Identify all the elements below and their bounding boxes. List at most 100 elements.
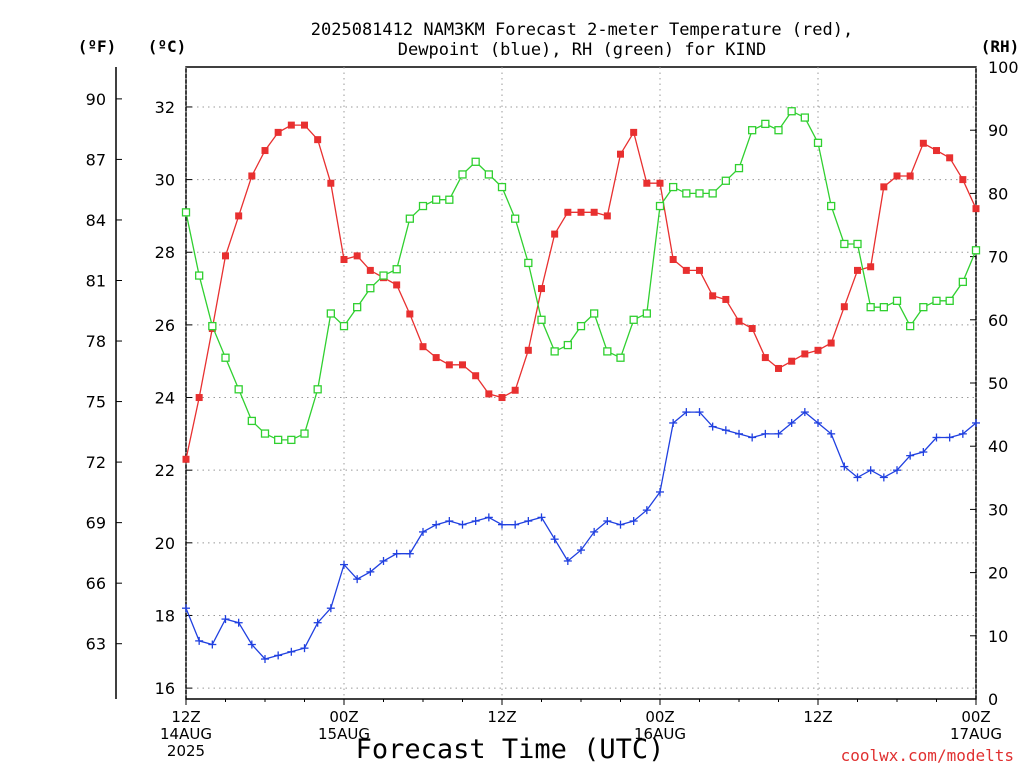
- x-tick-label: 00Z: [961, 708, 990, 726]
- temperature-point: [959, 176, 967, 184]
- dewpoint-point: [866, 466, 875, 475]
- temperature-point: [538, 285, 545, 293]
- dewpoint-point: [906, 451, 915, 460]
- x-tick-label: 00Z: [329, 708, 358, 726]
- dewpoint-point: [708, 422, 717, 431]
- rh-point: [734, 163, 744, 173]
- gridlines: [185, 67, 977, 699]
- dewpoint-point: [405, 549, 414, 558]
- temperature-point: [261, 147, 269, 155]
- x-tick-label: 12Z: [487, 708, 516, 726]
- rh-point: [879, 303, 888, 312]
- dewpoint-point: [972, 418, 980, 427]
- dewpoint-point: [261, 655, 269, 664]
- rh-point: [366, 284, 375, 293]
- temperature-point: [827, 339, 835, 347]
- dewpoint-point: [590, 527, 599, 536]
- rh-point: [181, 208, 191, 217]
- rh-point: [708, 189, 717, 198]
- temperature-point: [814, 346, 822, 354]
- rh-point: [313, 385, 322, 394]
- rh-axis-label: (RH): [981, 37, 1020, 56]
- rh-point: [563, 340, 572, 350]
- fahrenheit-tick-label: 72: [86, 453, 106, 472]
- x-tick-label: 16AUG: [634, 725, 686, 743]
- dewpoint-point: [524, 517, 533, 526]
- temperature-point: [353, 252, 361, 260]
- fahrenheit-tick-label: 90: [86, 90, 106, 109]
- dewpoint-point: [800, 408, 809, 417]
- fahrenheit-tick-label: 66: [86, 574, 106, 593]
- x-tick-label: 2025: [167, 742, 205, 760]
- credit-text: coolwx.com/modelts: [841, 746, 1014, 765]
- fahrenheit-tick-label: 87: [86, 150, 106, 169]
- rh-point: [590, 309, 599, 318]
- rh-tick-label: 100: [988, 58, 1019, 77]
- temperature-point: [946, 154, 954, 162]
- rh-point: [971, 246, 981, 255]
- rh-tick-label: 90: [988, 121, 1008, 140]
- rh-point: [813, 138, 823, 147]
- fahrenheit-tick-label: 69: [86, 514, 106, 533]
- temperature-point: [274, 128, 282, 136]
- temperature-point: [551, 230, 559, 238]
- fahrenheit-tick-label: 63: [86, 635, 106, 654]
- dewpoint-point: [761, 429, 770, 438]
- temperature-point: [617, 150, 624, 158]
- x-tick-label: 00Z: [645, 708, 674, 726]
- rh-point: [800, 113, 809, 122]
- dewpoint-point: [392, 549, 401, 558]
- celsius-tick-label: 30: [155, 171, 175, 190]
- rh-tick-label: 60: [988, 311, 1008, 330]
- rh-point: [471, 157, 480, 166]
- dewpoint-point: [247, 640, 256, 649]
- dewpoint-point: [853, 473, 862, 482]
- temperature-point: [880, 183, 888, 191]
- dewpoint-point: [313, 618, 322, 627]
- chart-title-line2: Dewpoint (blue), RH (green) for KIND: [398, 40, 766, 60]
- dewpoint-point: [326, 604, 335, 613]
- dewpoint-point: [419, 527, 427, 536]
- celsius-tick-label: 32: [155, 98, 175, 117]
- dewpoint-point: [208, 640, 217, 649]
- temperature-point: [722, 295, 730, 303]
- dewpoint-point: [814, 418, 822, 427]
- celsius-tick-label: 28: [155, 243, 175, 262]
- dewpoint-point: [498, 520, 506, 529]
- rh-point: [234, 385, 243, 394]
- rh-point: [748, 126, 757, 135]
- dewpoint-point: [287, 647, 296, 656]
- rh-point: [787, 107, 796, 116]
- temperature-point: [788, 357, 796, 365]
- rh-point: [550, 347, 559, 356]
- rh-point: [405, 214, 414, 223]
- dewpoint-point: [379, 556, 388, 565]
- temperature-point: [656, 179, 664, 187]
- temperature-point: [524, 346, 532, 354]
- dewpoint-point: [642, 506, 651, 515]
- dewpoint-point: [458, 520, 467, 529]
- dewpoint-point: [234, 618, 243, 627]
- series-line: [185, 411, 977, 660]
- dewpoint-point: [958, 429, 967, 438]
- temperature-point: [775, 364, 782, 372]
- temperature-point: [840, 303, 848, 311]
- temperature-point: [222, 252, 229, 260]
- x-tick-label: 12Z: [803, 708, 832, 726]
- x-tick-label: 12Z: [171, 708, 200, 726]
- temperature-point: [709, 292, 717, 300]
- temperature-point: [393, 281, 401, 289]
- rh-point: [260, 429, 270, 438]
- dewpoint-point: [511, 520, 520, 529]
- temperature-point: [630, 128, 638, 136]
- rh-point: [669, 182, 678, 192]
- rh-point: [892, 296, 902, 305]
- fahrenheit-tick-label: 81: [86, 271, 106, 290]
- temperature-point: [235, 212, 243, 220]
- temperature-point: [696, 266, 703, 274]
- temperature-point: [577, 208, 585, 216]
- series-line: [185, 110, 977, 441]
- dewpoint-point: [629, 517, 638, 526]
- dewpoint-point: [669, 418, 678, 427]
